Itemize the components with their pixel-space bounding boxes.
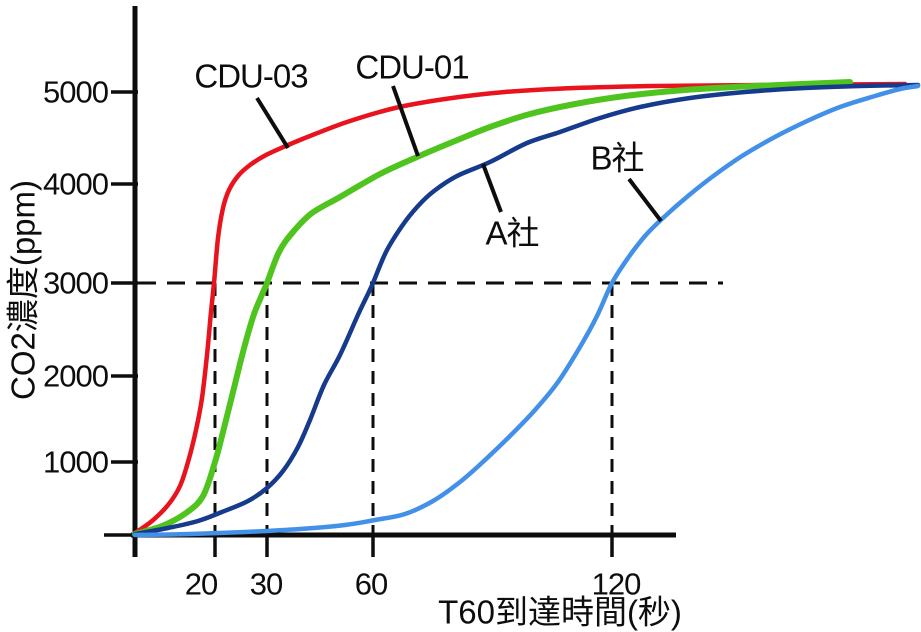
leader-lines (255, 85, 663, 223)
series-label-company-a: A社 (485, 214, 539, 252)
curves (132, 79, 921, 538)
y-tick-label-4000: 4000 (43, 166, 109, 202)
curve-company-a (132, 82, 921, 537)
curve-company-b (132, 83, 921, 538)
leader-cdu-01 (391, 85, 420, 157)
x-tick-label-20: 20 (184, 566, 218, 602)
x-tick-label-120: 120 (591, 566, 642, 602)
x-tick-label-30: 30 (249, 566, 283, 602)
y-tick-label-2000: 2000 (43, 358, 109, 394)
leader-company-b (627, 177, 663, 223)
series-label-company-b: B社 (590, 139, 644, 177)
curve-cdu-03 (132, 81, 908, 536)
series-label-cdu-01: CDU-01 (355, 48, 469, 86)
series-label-cdu-03: CDU-03 (194, 57, 308, 95)
y-axis-title: CO2濃度(ppm) (4, 179, 42, 401)
reference-guides (138, 281, 723, 535)
leader-company-a (481, 163, 503, 213)
y-tick-label-3000: 3000 (43, 265, 109, 301)
curve-cdu-01 (132, 79, 853, 537)
x-axis-title: T60到達時間(秒) (438, 593, 682, 631)
y-tick-label-5000: 5000 (43, 74, 109, 110)
x-tick-label-60: 60 (354, 566, 388, 602)
y-tick-label-1000: 1000 (43, 444, 109, 480)
leader-cdu-03 (255, 96, 290, 150)
